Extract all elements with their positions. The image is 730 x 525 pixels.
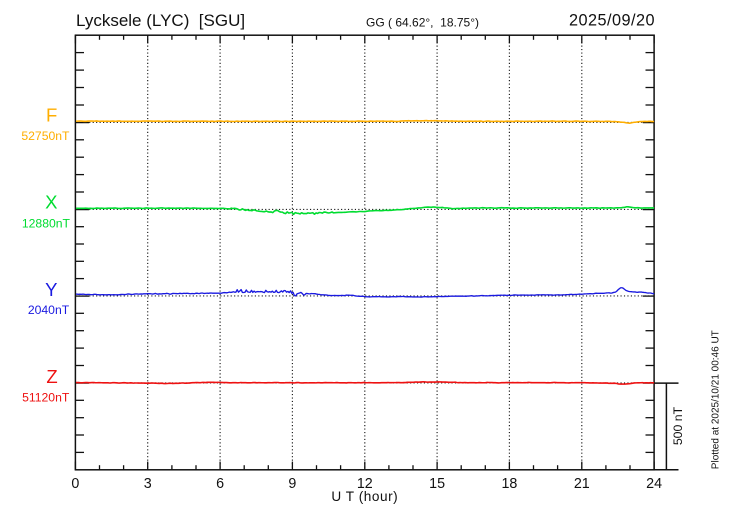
svg-text:500 nT: 500 nT xyxy=(671,406,685,445)
svg-text:X: X xyxy=(45,192,57,213)
svg-text:Lycksele (LYC) [SGU]: Lycksele (LYC) [SGU] xyxy=(76,11,245,30)
svg-text:52750nT: 52750nT xyxy=(21,129,70,143)
svg-text:3: 3 xyxy=(144,476,152,492)
svg-text:2040nT: 2040nT xyxy=(28,303,70,317)
svg-text:U T (hour): U T (hour) xyxy=(331,489,398,504)
svg-text:18: 18 xyxy=(501,476,517,492)
svg-text:F: F xyxy=(46,104,57,125)
svg-text:12: 12 xyxy=(357,476,373,492)
svg-text:24: 24 xyxy=(646,476,662,492)
svg-text:GG ( 64.62°, 18.75°): GG ( 64.62°, 18.75°) xyxy=(366,15,479,29)
svg-text:12880nT: 12880nT xyxy=(22,216,71,230)
svg-text:Z: Z xyxy=(46,366,57,387)
svg-text:0: 0 xyxy=(71,476,79,492)
svg-text:Y: Y xyxy=(45,279,57,300)
svg-text:9: 9 xyxy=(288,476,296,492)
svg-text:2025/09/20: 2025/09/20 xyxy=(569,12,655,30)
svg-text:51120nT: 51120nT xyxy=(22,390,70,404)
svg-text:21: 21 xyxy=(574,476,590,492)
svg-text:6: 6 xyxy=(216,476,224,492)
svg-text:15: 15 xyxy=(429,476,445,492)
svg-text:Plotted at 2025/10/21 00:46 UT: Plotted at 2025/10/21 00:46 UT xyxy=(710,330,721,469)
